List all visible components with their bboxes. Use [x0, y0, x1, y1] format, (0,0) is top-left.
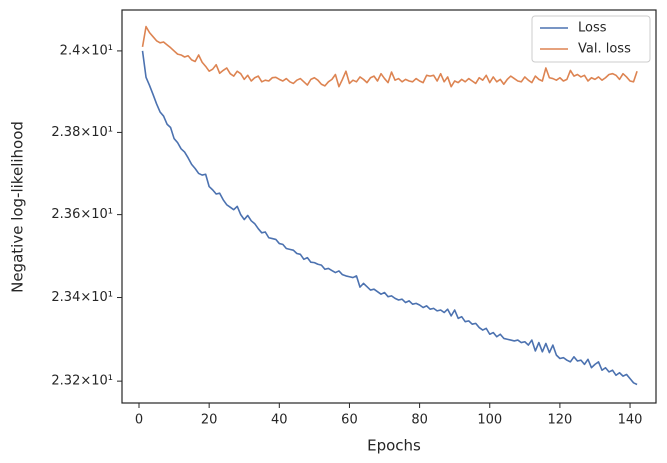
x-tick-label: 20 [201, 413, 218, 428]
x-tick-label: 120 [547, 413, 572, 428]
x-tick-label: 100 [477, 413, 502, 428]
x-tick-label: 40 [271, 413, 288, 428]
y-tick-label: 2.34×10¹ [51, 290, 113, 305]
x-tick-label: 60 [341, 413, 358, 428]
legend-label: Loss [578, 21, 607, 36]
line-series [141, 25, 638, 88]
y-tick-label: 2.38×10¹ [51, 125, 113, 140]
line-series [141, 50, 638, 386]
y-tick-label: 2.36×10¹ [51, 207, 113, 222]
x-axis-label: Epochs [367, 437, 421, 455]
y-tick-label: 2.4×10¹ [60, 43, 113, 58]
x-tick-label: 80 [411, 413, 428, 428]
y-axis-label: Negative log-likelihood [9, 121, 27, 293]
legend-label: Val. loss [578, 42, 631, 57]
plot-frame [121, 9, 657, 404]
x-tick-label: 140 [618, 413, 643, 428]
y-tick-label: 2.32×10¹ [51, 374, 113, 389]
x-tick-label: 0 [135, 413, 143, 428]
